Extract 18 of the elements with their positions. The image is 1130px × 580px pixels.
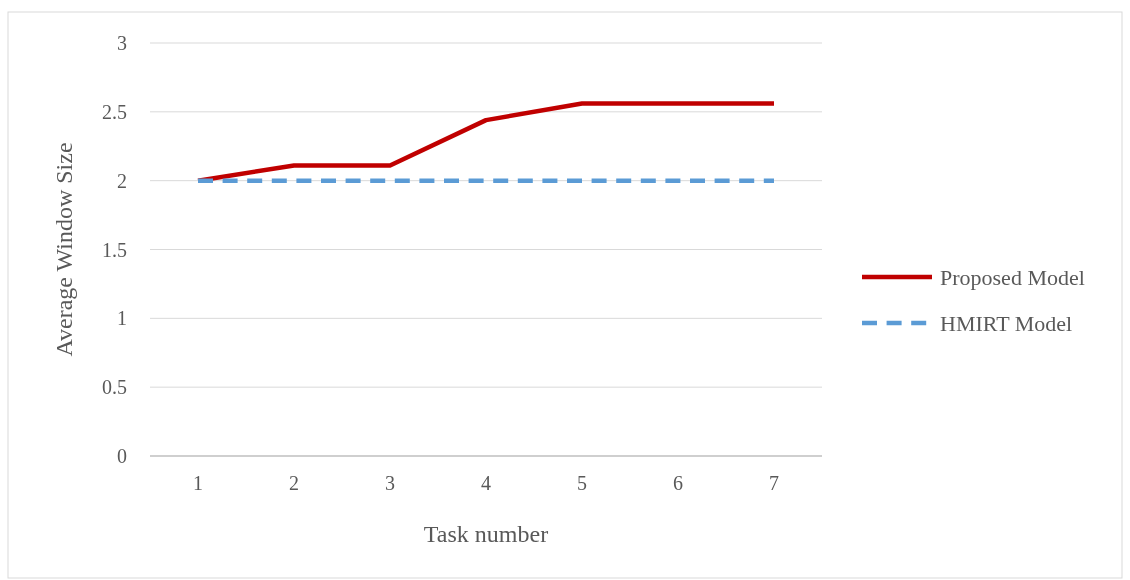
y-tick-label: 3 <box>117 32 127 54</box>
x-tick-label: 6 <box>673 472 683 494</box>
x-tick-label: 2 <box>289 472 299 494</box>
y-tick-label: 2 <box>117 169 127 192</box>
y-tick-label: 1.5 <box>102 238 127 261</box>
x-axis-title: Task number <box>423 521 549 547</box>
y-tick-label: 0.5 <box>102 376 127 399</box>
y-axis-title: Average Window Size <box>51 142 77 357</box>
x-tick-label: 7 <box>769 472 779 494</box>
y-tick-label: 1 <box>117 307 127 330</box>
legend-label: HMIRT Model <box>940 310 1073 336</box>
x-tick-label: 3 <box>385 472 395 494</box>
x-tick-label: 5 <box>577 472 587 494</box>
legend-label: Proposed Model <box>940 264 1085 290</box>
y-tick-label: 2.5 <box>102 100 127 123</box>
x-tick-label: 4 <box>481 472 491 494</box>
y-tick-label: 0 <box>117 445 127 467</box>
x-tick-label: 1 <box>193 472 203 494</box>
